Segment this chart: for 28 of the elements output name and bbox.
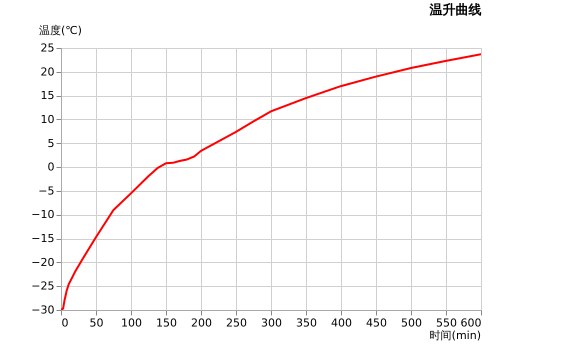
x-tick-label: 550: [436, 316, 457, 330]
y-tick-label: 15: [40, 89, 54, 102]
x-tick-label: 450: [366, 316, 387, 330]
x-tick-label: 600: [460, 316, 482, 330]
x-tick-label: 500: [401, 316, 422, 330]
y-tick-label: −10: [31, 208, 54, 222]
y-tick-label: 20: [40, 65, 54, 78]
x-tick-label: 400: [331, 316, 352, 330]
x-tick-label: 350: [296, 316, 317, 330]
x-tick-label: 150: [156, 316, 177, 330]
x-tick-label: 250: [226, 316, 247, 330]
y-tick-label: 5: [48, 136, 54, 150]
y-tick-label: 0: [48, 160, 54, 174]
y-tick-label: −20: [31, 256, 54, 269]
chart-title: 温升曲线: [428, 2, 482, 18]
y-axis-title: 温度(℃): [39, 24, 82, 37]
y-tick-label: −25: [31, 280, 54, 293]
y-tick-label: 25: [40, 42, 54, 54]
x-tick-label: 100: [121, 316, 142, 330]
y-tick-label: 10: [40, 112, 54, 126]
x-tick-label: 0: [62, 316, 68, 330]
y-tick-label: −30: [31, 304, 54, 316]
x-tick-label: 50: [90, 316, 104, 330]
x-axis-title: 时间(min): [430, 329, 481, 342]
y-tick-label: −15: [31, 232, 54, 246]
y-tick-label: −5: [38, 184, 54, 198]
x-tick-label: 300: [261, 316, 282, 330]
x-tick-label: 200: [191, 316, 212, 330]
